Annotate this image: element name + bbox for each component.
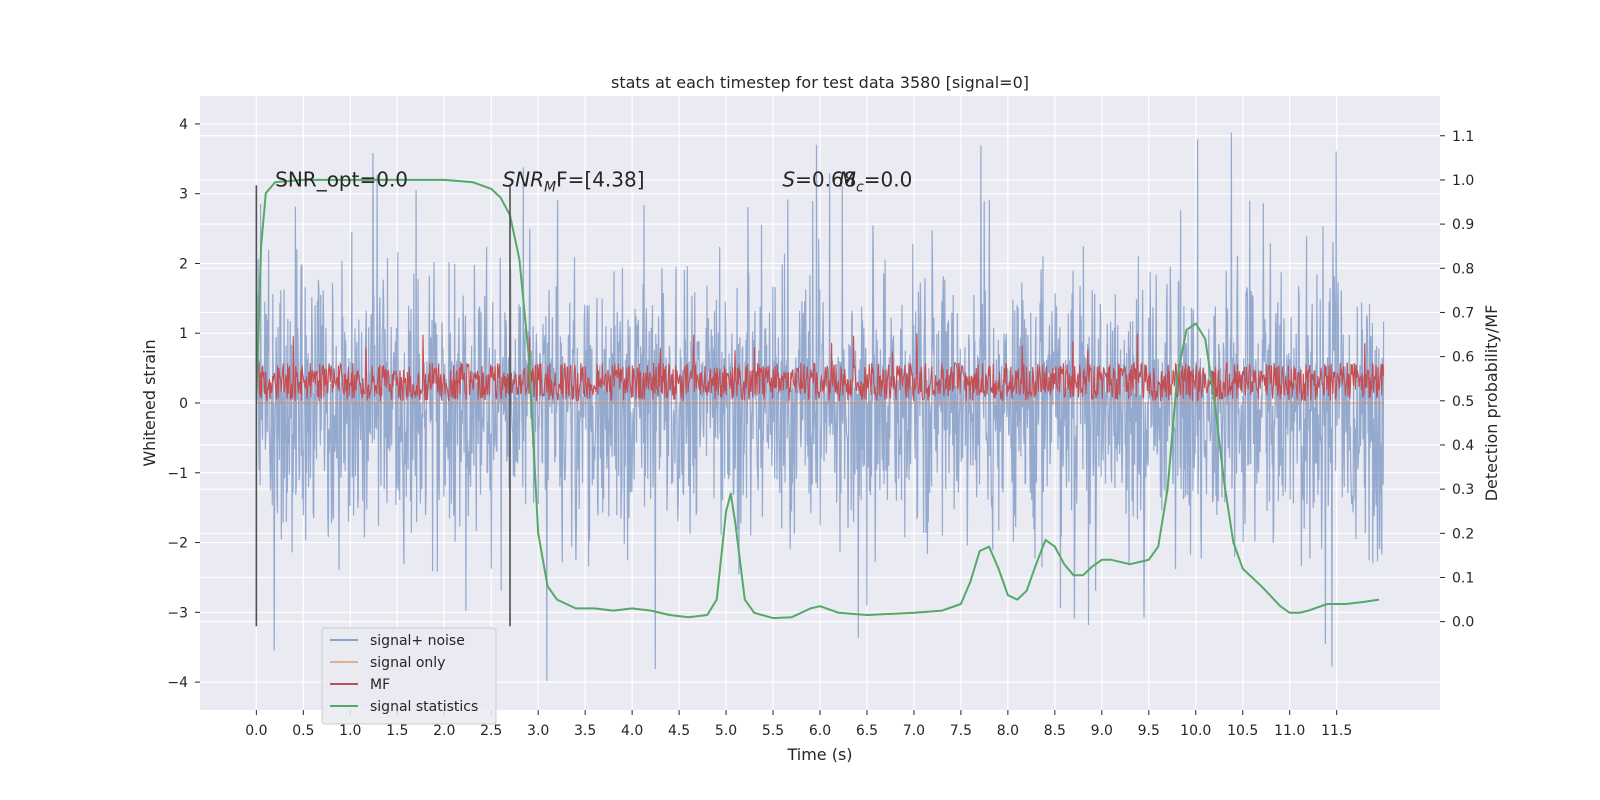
y-right-tick-label: 0.9 (1452, 217, 1474, 233)
x-tick-label: 4.0 (621, 723, 643, 739)
annotation: SNR_opt=0.0 (275, 168, 408, 192)
series-mf (255, 333, 1385, 403)
x-tick-label: 0.0 (245, 723, 267, 739)
legend-label-signal-noise: signal+ noise (370, 633, 465, 649)
y-right-tick-label: 0.1 (1452, 570, 1474, 586)
x-axis-label: Time (s) (786, 745, 852, 764)
legend-label-signal-statistics: signal statistics (370, 699, 478, 715)
x-tick-label: 3.0 (527, 723, 549, 739)
series-signal-statistics (255, 178, 1380, 620)
x-axis-ticks: 0.0 0.5 1.0 1.5 2.0 2.5 3.0 3.5 4.0 4.5 5.0 5.5 6.0 6… (245, 710, 1352, 739)
x-tick-label: 9.0 (1091, 723, 1113, 739)
y-right-axis-label: Detection probability/MF (1482, 305, 1501, 502)
y-right-tick-label: 1.1 (1452, 129, 1474, 145)
x-tick-label: 4.5 (668, 723, 690, 739)
legend-label-signal-only: signal only (370, 655, 445, 671)
x-tick-label: 0.5 (292, 723, 314, 739)
x-tick-label: 2.5 (480, 723, 502, 739)
annotation: S=0.68 (782, 168, 856, 192)
y-left-tick-label: 2 (179, 256, 188, 272)
x-tick-label: 11.5 (1321, 723, 1352, 739)
x-tick-label: 1.0 (339, 723, 361, 739)
x-tick-label: 5.0 (715, 723, 737, 739)
x-tick-label: 7.5 (950, 723, 972, 739)
x-tick-label: 2.0 (433, 723, 455, 739)
y-left-tick-label: −2 (167, 536, 188, 552)
y-left-tick-label: 4 (179, 117, 188, 133)
y-right-axis-ticks: 0.0 0.1 0.2 0.3 0.4 0.5 0.6 0.7 0.8 0.9 1.0 1.1 (1440, 129, 1474, 631)
x-tick-label: 8.5 (1044, 723, 1066, 739)
x-tick-label: 1.5 (386, 723, 408, 739)
y-left-tick-label: 0 (179, 396, 188, 412)
y-right-tick-label: 0.7 (1452, 305, 1474, 321)
x-tick-label: 10.0 (1180, 723, 1211, 739)
x-tick-label: 6.5 (856, 723, 878, 739)
legend: signal+ noise signal only MF signal stat… (321, 627, 497, 725)
x-tick-label: 5.5 (762, 723, 784, 739)
x-tick-label: 3.5 (574, 723, 596, 739)
y-right-tick-label: 0.2 (1452, 526, 1474, 542)
x-tick-label: 7.0 (903, 723, 925, 739)
y-left-tick-label: 1 (179, 326, 188, 342)
x-tick-label: 10.5 (1227, 723, 1258, 739)
y-right-tick-label: 0.5 (1452, 394, 1474, 410)
annotation: Mc=0.0 (839, 168, 913, 196)
y-right-tick-label: 0.4 (1452, 438, 1474, 454)
y-left-tick-label: −4 (167, 675, 188, 691)
legend-label-mf: MF (370, 677, 390, 693)
y-left-tick-label: 3 (179, 187, 188, 203)
x-tick-label: 8.0 (997, 723, 1019, 739)
legend-box (321, 627, 497, 725)
y-left-axis-label: Whitened strain (140, 339, 159, 466)
y-right-tick-label: 0.0 (1452, 615, 1474, 631)
annotation: SNRMF=[4.38] (502, 168, 644, 196)
x-tick-label: 11.0 (1274, 723, 1305, 739)
data-layer (255, 132, 1385, 681)
y-left-tick-label: −3 (167, 605, 188, 621)
y-right-tick-label: 0.3 (1452, 482, 1474, 498)
x-tick-label: 9.5 (1138, 723, 1160, 739)
y-right-tick-label: 0.8 (1452, 261, 1474, 277)
vertical-markers (255, 185, 511, 627)
y-right-tick-label: 0.6 (1452, 350, 1474, 366)
y-left-axis-ticks: −4 −3 −2 −1 0 1 2 3 4 (167, 117, 200, 691)
x-tick-label: 6.0 (809, 723, 831, 739)
y-left-tick-label: −1 (167, 466, 188, 482)
chart-title: stats at each timestep for test data 358… (611, 73, 1029, 92)
y-right-tick-label: 1.0 (1452, 173, 1474, 189)
